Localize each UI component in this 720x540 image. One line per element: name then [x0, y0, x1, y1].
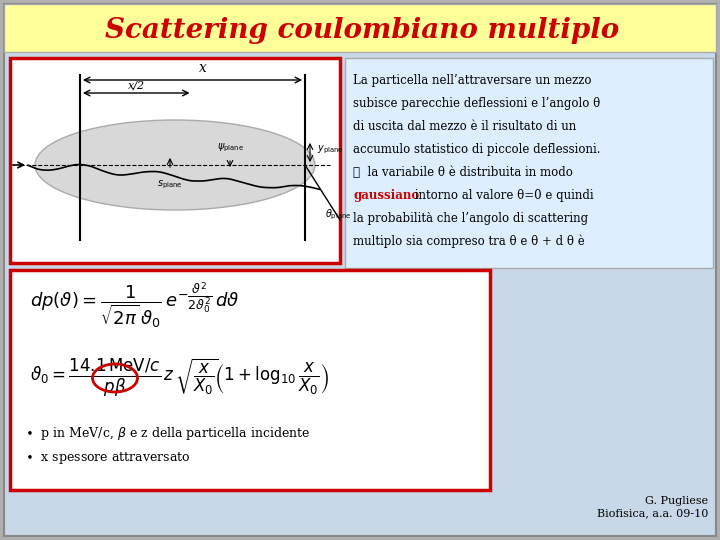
Text: Scattering coulombiano multiplo: Scattering coulombiano multiplo	[105, 17, 619, 44]
Text: intorno al valore θ=0 e quindi: intorno al valore θ=0 e quindi	[411, 189, 593, 202]
Text: ➤  la variabile θ è distribuita in modo: ➤ la variabile θ è distribuita in modo	[353, 166, 573, 179]
Text: $y_{\rm plane}$: $y_{\rm plane}$	[317, 144, 343, 156]
FancyBboxPatch shape	[4, 4, 716, 52]
Text: $\vartheta_0 = \dfrac{14.1\,\mathrm{MeV}/c}{p\beta}\, z\, \sqrt{\dfrac{x}{X_0}}\: $\vartheta_0 = \dfrac{14.1\,\mathrm{MeV}…	[30, 357, 330, 399]
Text: La particella nell’attraversare un mezzo: La particella nell’attraversare un mezzo	[353, 74, 592, 87]
Text: accumulo statistico di piccole deflessioni.: accumulo statistico di piccole deflessio…	[353, 143, 600, 156]
FancyBboxPatch shape	[345, 58, 713, 268]
Text: x/2: x/2	[127, 80, 145, 90]
Text: G. Pugliese
Biofisica, a.a. 09-10: G. Pugliese Biofisica, a.a. 09-10	[597, 496, 708, 518]
Text: $\bullet$  x spessore attraversato: $\bullet$ x spessore attraversato	[25, 450, 190, 466]
Text: $\psi_{\rm plane}$: $\psi_{\rm plane}$	[217, 142, 243, 154]
FancyBboxPatch shape	[10, 58, 340, 263]
Text: di uscita dal mezzo è il risultato di un: di uscita dal mezzo è il risultato di un	[353, 120, 576, 133]
FancyBboxPatch shape	[4, 4, 716, 536]
Text: $\bullet$  p in MeV/c, $\beta$ e z della particella incidente: $\bullet$ p in MeV/c, $\beta$ e z della …	[25, 424, 310, 442]
Text: multiplo sia compreso tra θ e θ + d θ è: multiplo sia compreso tra θ e θ + d θ è	[353, 235, 585, 248]
Text: $\theta_{\rm plane}$: $\theta_{\rm plane}$	[325, 208, 351, 222]
Text: la probabilità che l’angolo di scattering: la probabilità che l’angolo di scatterin…	[353, 212, 588, 225]
Text: subisce parecchie deflessioni e l’angolo θ: subisce parecchie deflessioni e l’angolo…	[353, 97, 600, 110]
Text: gaussiano: gaussiano	[353, 189, 419, 202]
Text: $s_{\rm plane}$: $s_{\rm plane}$	[157, 179, 183, 191]
Ellipse shape	[35, 120, 315, 210]
Text: $dp(\vartheta) = \dfrac{1}{\sqrt{2\pi}\,\vartheta_0}\, e^{-\dfrac{\vartheta^2}{2: $dp(\vartheta) = \dfrac{1}{\sqrt{2\pi}\,…	[30, 280, 240, 330]
Text: x: x	[199, 61, 207, 75]
FancyBboxPatch shape	[10, 270, 490, 490]
